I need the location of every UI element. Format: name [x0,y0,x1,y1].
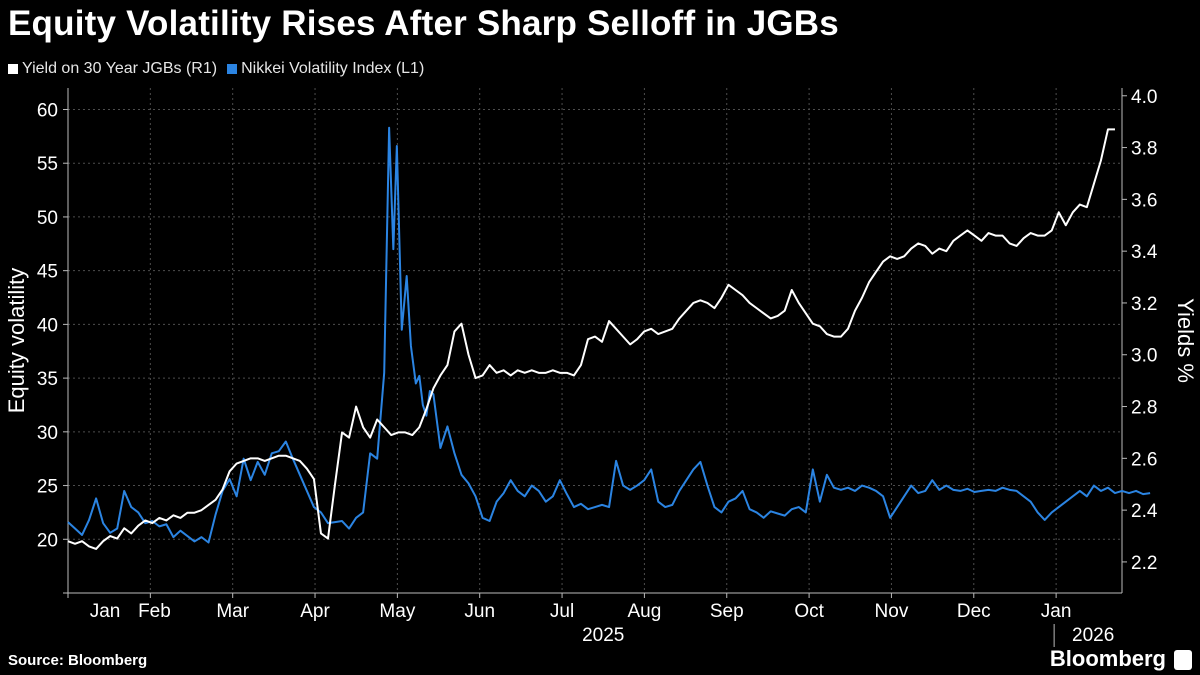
left-tick-label: 60 [37,100,58,121]
right-tick-label: 4.0 [1131,87,1157,108]
right-tick-label: 3.6 [1131,190,1157,211]
series-line-jgb-30y-yield [67,128,1115,550]
x-tick-label: Feb [138,601,171,622]
right-tick-label: 2.4 [1131,501,1158,522]
x-tick-label: May [379,601,415,622]
bloomberg-icon [1174,650,1192,670]
left-tick-label: 30 [37,423,58,444]
year-label-2026: 2026 [1072,625,1114,646]
x-tick-label: Dec [957,601,991,622]
legend-swatch-vix [227,64,238,74]
right-tick-label: 3.0 [1131,346,1157,367]
legend: Yield on 30 Year JGBs (R1) Nikkei Volati… [8,60,434,78]
left-tick-label: 55 [37,154,58,175]
x-tick-label: Jan [90,601,121,622]
x-tick-label: Sep [710,601,744,622]
x-tick-label: Jun [464,601,495,622]
legend-item-yield: Yield on 30 Year JGBs (R1) [8,60,217,78]
legend-item-vix: Nikkei Volatility Index (L1) [227,60,424,78]
left-tick-label: 20 [37,530,58,551]
left-tick-label: 40 [37,315,58,336]
left-tick-label: 50 [37,208,58,229]
right-tick-label: 2.2 [1131,553,1157,574]
series-line-nikkei-volatility [67,126,1151,544]
left-tick-label: 25 [37,477,58,498]
right-tick-label: 2.6 [1131,449,1157,470]
left-axis-title: Equity volatility [4,268,29,414]
left-tick-label: 45 [37,262,58,283]
x-tick-label: Nov [875,601,909,622]
x-tick-label: Apr [300,601,330,622]
chart-title: Equity Volatility Rises After Sharp Sell… [8,4,839,43]
source-note: Source: Bloomberg [8,652,148,669]
right-axis-title: Yields % [1173,298,1198,383]
legend-label-yield: Yield on 30 Year JGBs (R1) [22,60,218,77]
right-tick-label: 3.2 [1131,294,1157,315]
left-tick-label: 35 [37,369,58,390]
x-tick-label: Jan [1041,601,1072,622]
year-label-2025: 2025 [582,625,624,646]
right-tick-label: 3.4 [1131,242,1158,263]
legend-swatch-yield [8,64,18,74]
right-tick-label: 2.8 [1131,398,1157,419]
x-tick-label: Jul [550,601,574,622]
x-tick-label: Oct [794,601,824,622]
legend-label-vix: Nikkei Volatility Index (L1) [241,60,425,77]
x-tick-label: Mar [216,601,249,622]
bloomberg-logo: Bloomberg [1049,646,1166,671]
right-tick-label: 3.8 [1131,139,1157,160]
x-tick-label: Aug [628,601,662,622]
